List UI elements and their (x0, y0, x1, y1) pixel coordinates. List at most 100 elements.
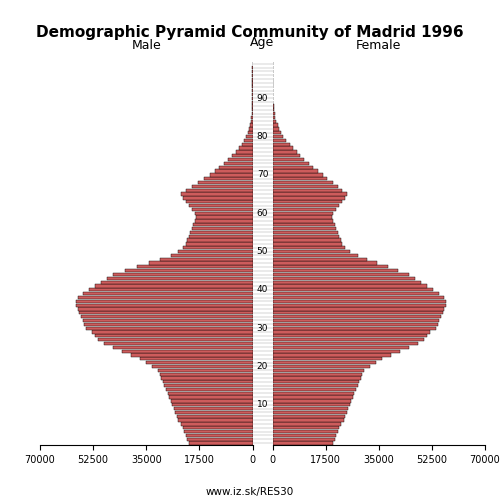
Bar (78, 296, 252, 299)
Bar (272, 338, 424, 342)
Bar (152, 365, 252, 368)
Bar (163, 380, 252, 384)
Bar (272, 262, 377, 264)
Bar (76, 304, 252, 307)
Bar (272, 154, 300, 158)
Bar (122, 350, 252, 353)
Bar (272, 223, 334, 226)
Bar (131, 354, 252, 356)
Bar (244, 139, 252, 142)
Bar (272, 430, 338, 433)
Bar (272, 104, 274, 108)
Text: 30: 30 (257, 324, 268, 332)
Bar (195, 220, 252, 222)
Bar (272, 334, 428, 338)
Bar (272, 284, 428, 288)
Bar (192, 208, 252, 211)
Bar (186, 188, 252, 192)
Bar (76, 300, 252, 303)
Bar (166, 388, 252, 391)
Bar (272, 242, 342, 246)
Bar (272, 146, 293, 150)
Bar (272, 296, 444, 299)
Bar (272, 192, 347, 196)
Text: 60: 60 (257, 208, 268, 218)
Bar (272, 330, 430, 334)
Bar (88, 288, 252, 292)
Bar (248, 131, 252, 134)
Bar (92, 330, 252, 334)
Bar (272, 368, 364, 372)
Bar (272, 276, 415, 280)
Bar (272, 116, 276, 119)
Bar (107, 276, 253, 280)
Text: Male: Male (132, 40, 161, 52)
Bar (104, 342, 253, 345)
Text: 20: 20 (257, 362, 268, 371)
Text: 50: 50 (257, 247, 268, 256)
Bar (272, 342, 418, 345)
Bar (272, 414, 345, 418)
Bar (272, 269, 398, 272)
Bar (162, 376, 252, 380)
Bar (125, 269, 252, 272)
Bar (272, 188, 342, 192)
Bar (196, 216, 252, 218)
Bar (272, 400, 351, 402)
Text: 90: 90 (257, 94, 268, 103)
Bar (182, 246, 252, 250)
Bar (272, 388, 356, 391)
Bar (272, 170, 318, 172)
Bar (272, 112, 274, 116)
Bar (272, 422, 341, 426)
Bar (272, 234, 340, 238)
Bar (272, 135, 283, 138)
Bar (182, 196, 252, 200)
Bar (239, 146, 252, 150)
Bar (272, 100, 273, 104)
Bar (272, 231, 338, 234)
Bar (174, 407, 252, 410)
Bar (272, 196, 345, 200)
Bar (272, 185, 338, 188)
Bar (272, 238, 341, 242)
Bar (272, 131, 281, 134)
Text: 70: 70 (257, 170, 268, 179)
Bar (192, 227, 252, 230)
Bar (219, 166, 252, 169)
Bar (272, 326, 436, 330)
Bar (272, 322, 438, 326)
Text: Female: Female (356, 40, 402, 52)
Bar (272, 142, 289, 146)
Bar (84, 322, 252, 326)
Bar (272, 350, 400, 353)
Bar (272, 150, 297, 154)
Bar (272, 315, 441, 318)
Bar (272, 177, 327, 180)
Bar (272, 300, 446, 303)
Bar (272, 311, 442, 314)
Bar (82, 292, 252, 296)
Bar (184, 430, 252, 433)
Bar (272, 357, 382, 360)
Bar (236, 150, 252, 154)
Bar (272, 246, 345, 250)
Text: Age: Age (250, 36, 274, 49)
Bar (172, 403, 252, 406)
Bar (272, 200, 342, 203)
Bar (272, 319, 440, 322)
Bar (272, 181, 333, 184)
Bar (272, 288, 434, 292)
Text: www.iz.sk/RES30: www.iz.sk/RES30 (206, 487, 294, 497)
Bar (272, 396, 353, 398)
Bar (272, 258, 366, 261)
Bar (80, 311, 252, 314)
Bar (186, 242, 252, 246)
Bar (98, 338, 252, 342)
Bar (78, 308, 252, 310)
Bar (224, 162, 252, 165)
Bar (170, 254, 252, 257)
Bar (195, 212, 252, 215)
Bar (272, 216, 332, 218)
Bar (242, 142, 252, 146)
